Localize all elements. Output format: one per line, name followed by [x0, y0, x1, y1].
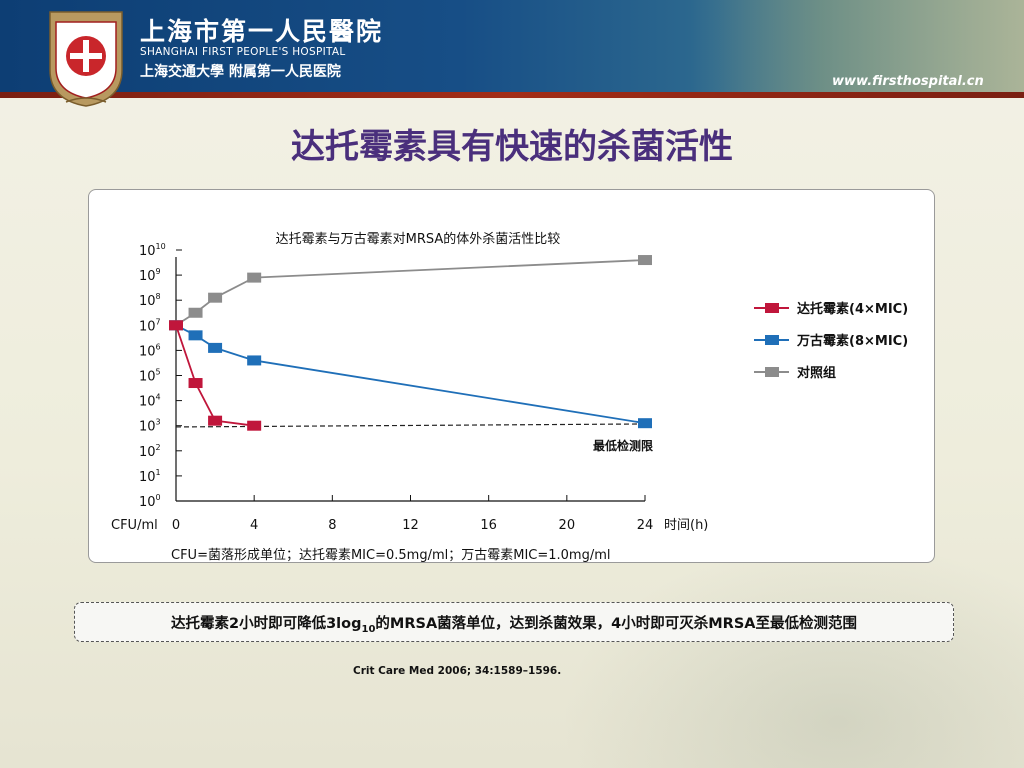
x-tick-label: 4	[250, 518, 258, 533]
x-tick-label: 24	[637, 518, 654, 533]
x-tick-label: 20	[559, 518, 576, 533]
series-line	[175, 259, 646, 327]
chart-footnote: CFU=菌落形成单位；达托霉素MIC=0.5mg/ml；万古霉素MIC=1.0m…	[171, 548, 611, 562]
data-point-marker	[247, 355, 262, 366]
y-tick-label: 104	[139, 393, 161, 410]
hospital-logo-icon	[49, 11, 123, 107]
data-point-marker	[208, 415, 223, 426]
series-line	[175, 324, 646, 425]
legend-label: 达托霉素(4×MIC)	[797, 301, 908, 317]
y-tick-label: 107	[139, 317, 161, 334]
x-tick-label: 16	[480, 518, 497, 533]
data-point-marker	[188, 378, 203, 389]
key-finding-text-end: 的MRSA菌落单位，达到杀菌效果，4小时即可灭杀MRSA至最低检测范围	[375, 616, 858, 632]
data-point-marker	[247, 272, 262, 283]
legend-marker	[765, 303, 779, 313]
detection-limit-line	[175, 423, 646, 428]
slide-title: 达托霉素具有快速的杀菌活性	[291, 127, 733, 167]
y-tick-label: 101	[139, 468, 161, 485]
legend-marker	[765, 367, 779, 377]
detection-limit-label: 最低检测限	[593, 438, 653, 453]
x-tick-label: 12	[402, 518, 419, 533]
header-divider	[0, 92, 1024, 98]
key-finding-subscript: 10	[361, 623, 376, 635]
data-point-marker	[188, 330, 203, 341]
x-axis-label: 时间(h)	[664, 518, 708, 533]
y-tick-label: 103	[139, 418, 161, 435]
chart-panel: 达托霉素与万古霉素对MRSA的体外杀菌活性比较 CFU/ml 时间(h) 100…	[88, 189, 935, 563]
citation: Crit Care Med 2006; 34:1589–1596.	[353, 665, 562, 677]
data-point-marker	[169, 320, 183, 331]
hospital-name-chinese: 上海市第一人民醫院	[140, 17, 384, 46]
data-point-marker	[638, 255, 652, 266]
y-tick-label: 1010	[139, 242, 166, 259]
y-tick-label: 108	[139, 292, 161, 309]
key-finding-box: 达托霉素2小时即可降低3log10的MRSA菌落单位，达到杀菌效果，4小时即可灭…	[74, 602, 954, 642]
hospital-affiliation: 上海交通大學 附属第一人民医院	[140, 64, 341, 80]
key-finding-text-start: 达托霉素2小时即可降低3log	[170, 616, 362, 632]
header-banner	[0, 0, 1024, 92]
hospital-website: www.firsthospital.cn	[832, 74, 984, 89]
data-point-marker	[208, 342, 223, 353]
legend-label: 万古霉素(8×MIC)	[796, 333, 908, 349]
y-axis-label: CFU/ml	[111, 518, 158, 533]
chart-title: 达托霉素与万古霉素对MRSA的体外杀菌活性比较	[276, 231, 561, 247]
legend-marker	[765, 335, 779, 345]
data-point-marker	[208, 292, 223, 303]
x-tick-label: 0	[172, 518, 180, 533]
data-point-marker	[247, 420, 262, 431]
data-point-marker	[638, 418, 652, 429]
x-tick-label: 8	[328, 518, 336, 533]
y-tick-label: 105	[139, 368, 161, 385]
legend-label: 对照组	[797, 365, 836, 381]
y-tick-label: 109	[139, 267, 161, 284]
y-tick-label: 102	[139, 443, 161, 460]
y-tick-label: 100	[139, 493, 161, 510]
bactericidal-chart: 达托霉素与万古霉素对MRSA的体外杀菌活性比较 CFU/ml 时间(h) 100…	[111, 231, 908, 562]
background-building-watermark	[560, 540, 1024, 768]
key-finding-text: 达托霉素2小时即可降低3log10的MRSA菌落单位，达到杀菌效果，4小时即可灭…	[75, 612, 953, 635]
header-hospital-photo	[690, 0, 1024, 92]
hospital-name-english: SHANGHAI FIRST PEOPLE'S HOSPITAL	[140, 46, 346, 58]
y-tick-label: 106	[139, 342, 161, 359]
data-point-marker	[188, 307, 203, 318]
series-line	[175, 325, 255, 427]
